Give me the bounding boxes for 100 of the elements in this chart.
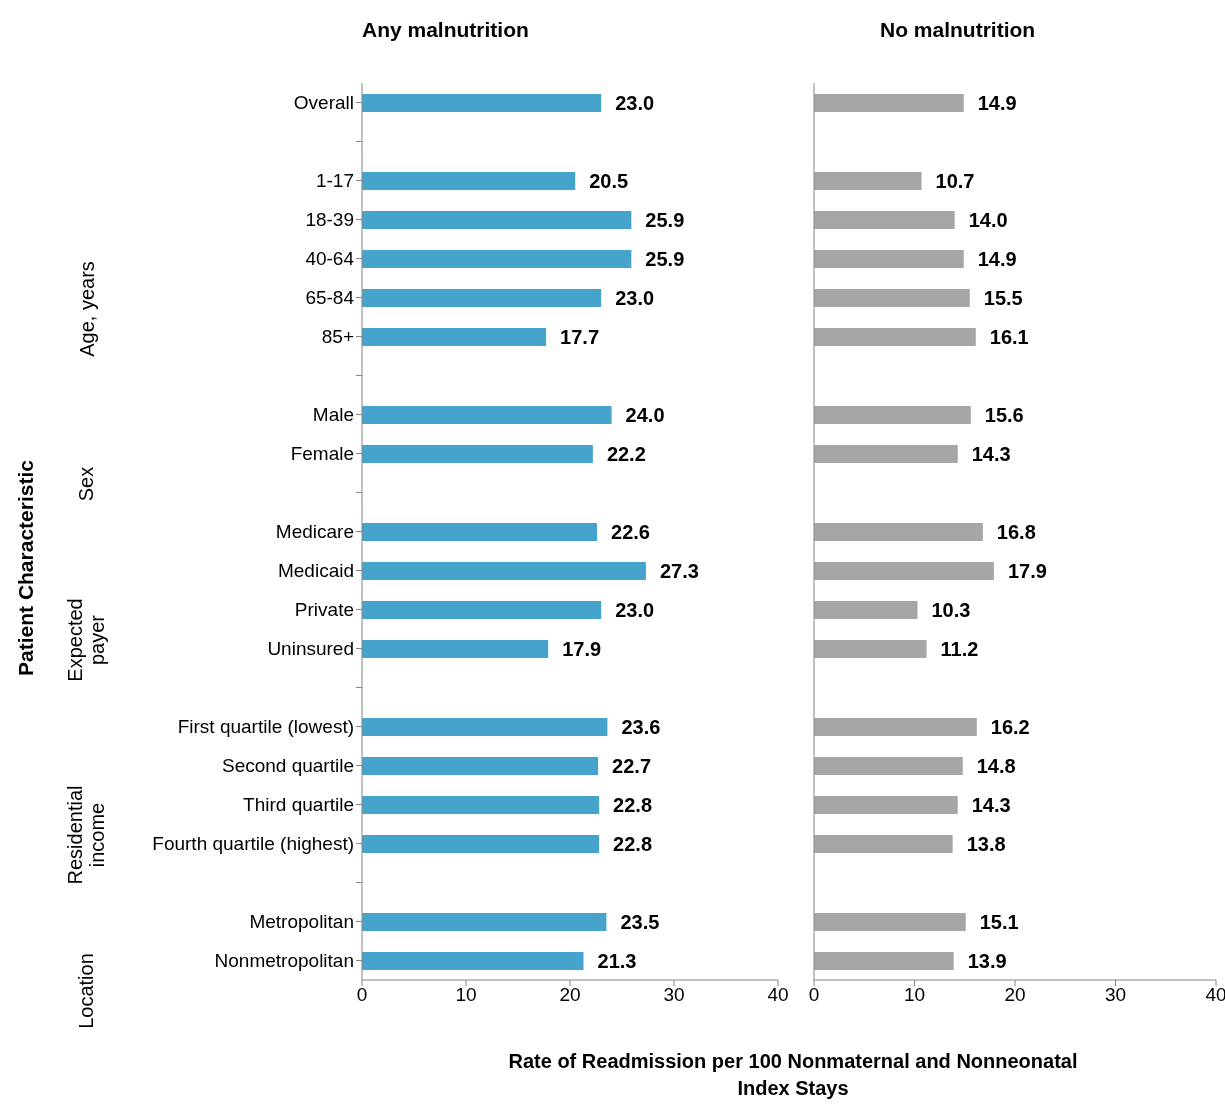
chart-title: Any malnutrition xyxy=(362,18,530,42)
data-label: 25.9 xyxy=(645,209,685,232)
data-label: 23.0 xyxy=(615,599,655,622)
data-label: 25.9 xyxy=(645,248,685,271)
data-label: 13.8 xyxy=(966,833,1006,856)
text: Residential income xyxy=(64,784,108,887)
y-tick-label: 1-17 xyxy=(315,170,354,192)
bar xyxy=(362,601,602,619)
bar xyxy=(814,640,927,658)
x-tick-label: 20 xyxy=(559,984,581,1006)
bar xyxy=(814,406,971,424)
bar xyxy=(362,250,632,268)
x-tick-label: 30 xyxy=(663,984,685,1006)
bar xyxy=(362,523,598,541)
data-label: 13.9 xyxy=(967,950,1007,973)
data-label: 23.0 xyxy=(615,287,655,310)
y-tick-label: Male xyxy=(312,404,354,426)
bar xyxy=(814,172,922,190)
bar xyxy=(814,289,970,307)
y-tick-label: 85+ xyxy=(321,326,354,348)
data-label: 14.9 xyxy=(977,248,1017,271)
y-tick-label: Overall xyxy=(293,92,354,114)
bar xyxy=(362,640,549,658)
data-label: 21.3 xyxy=(597,950,637,973)
y-tick-label: Fourth quartile (highest) xyxy=(152,833,354,855)
bar xyxy=(362,172,576,190)
data-label: 22.7 xyxy=(612,755,652,778)
data-label: 16.8 xyxy=(996,521,1036,544)
text: Sex xyxy=(75,466,97,502)
data-label: 10.7 xyxy=(935,170,975,193)
bar xyxy=(814,757,963,775)
x-tick-label: 30 xyxy=(1104,984,1127,1006)
data-label: 24.0 xyxy=(625,404,665,427)
bar xyxy=(362,952,584,970)
data-label: 17.9 xyxy=(1007,560,1047,583)
text: Location xyxy=(75,953,97,1029)
data-label: 11.2 xyxy=(940,638,979,661)
x-tick-label: 40 xyxy=(1205,984,1225,1006)
data-label: 22.8 xyxy=(613,794,653,817)
data-label: 15.1 xyxy=(979,911,1019,934)
bar xyxy=(814,952,954,970)
bar xyxy=(362,718,608,736)
x-tick-label: 0 xyxy=(808,984,820,1006)
bar xyxy=(362,94,602,112)
y-axis-title: Patient Characteristic xyxy=(14,459,38,678)
y-tick-label: Third quartile xyxy=(243,794,354,816)
bar xyxy=(362,796,600,814)
x-tick-label: 10 xyxy=(903,984,926,1006)
data-label: 14.8 xyxy=(976,755,1016,778)
y-tick-label: Private xyxy=(294,599,354,621)
x-tick-label: 40 xyxy=(767,984,789,1006)
bar xyxy=(814,835,953,853)
data-label: 23.5 xyxy=(620,911,660,934)
bar xyxy=(362,445,593,463)
y-tick-label: Uninsured xyxy=(267,638,354,660)
x-tick-label: 20 xyxy=(1004,984,1026,1006)
text: Expected payer xyxy=(64,597,108,684)
y-tick-label: 65-84 xyxy=(305,287,355,309)
data-label: 20.5 xyxy=(589,170,629,193)
bar xyxy=(814,796,958,814)
data-label: 23.6 xyxy=(621,716,661,739)
data-label: 16.1 xyxy=(989,326,1029,349)
chart-title: No malnutrition xyxy=(879,18,1037,42)
data-label: 14.9 xyxy=(977,92,1017,115)
data-label: 14.3 xyxy=(971,794,1011,817)
data-label: 15.5 xyxy=(983,287,1023,310)
bar xyxy=(362,913,607,931)
text: Age, years xyxy=(75,260,97,357)
y-tick-label: Female xyxy=(290,443,354,465)
data-label: 17.7 xyxy=(560,326,600,349)
data-label: 22.6 xyxy=(611,521,650,544)
bar xyxy=(362,328,547,346)
bar xyxy=(814,523,983,541)
data-label: 15.6 xyxy=(984,404,1024,427)
bar xyxy=(362,211,632,229)
y-tick-label: First quartile (lowest) xyxy=(177,716,354,738)
data-label: 16.2 xyxy=(990,716,1030,739)
data-label: 10.3 xyxy=(931,599,971,622)
bar xyxy=(362,289,602,307)
x-tick-label: 10 xyxy=(455,984,477,1006)
bar xyxy=(362,757,599,775)
bar xyxy=(814,601,918,619)
x-tick-label: 0 xyxy=(356,984,368,1006)
y-tick-label: Metropolitan xyxy=(249,911,354,933)
y-tick-label: 40-64 xyxy=(305,248,355,270)
data-label: 17.9 xyxy=(562,638,602,661)
bar xyxy=(814,562,994,580)
data-label: 22.8 xyxy=(613,833,653,856)
data-label: 14.3 xyxy=(971,443,1011,466)
bar xyxy=(362,562,646,580)
data-label: 27.3 xyxy=(659,560,699,583)
bar xyxy=(814,211,955,229)
y-tick-label: Second quartile xyxy=(221,755,354,777)
data-label: 23.0 xyxy=(615,92,655,115)
bar xyxy=(814,328,976,346)
y-tick-label: 18-39 xyxy=(305,209,354,231)
bar xyxy=(814,718,977,736)
bar xyxy=(362,835,600,853)
data-label: 14.0 xyxy=(968,209,1008,232)
y-tick-label: Nonmetropolitan xyxy=(214,950,354,972)
